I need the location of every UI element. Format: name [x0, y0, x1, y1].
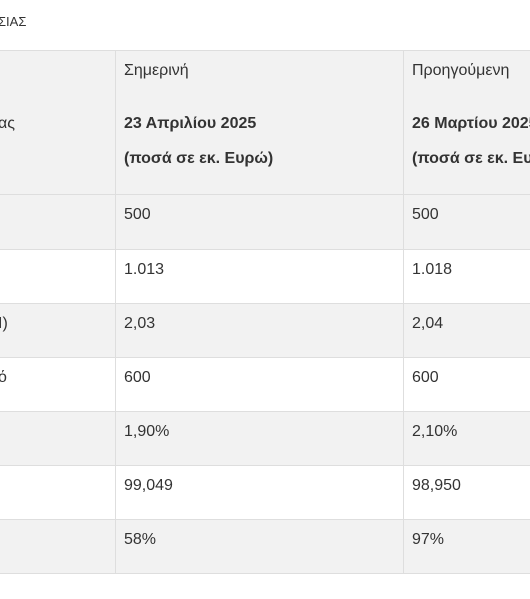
- row-current-value: 58%: [115, 520, 403, 573]
- row-label: [0, 412, 115, 465]
- row-previous-value: 600: [403, 358, 530, 411]
- previous-date-cell: 26 Μαρτίου 2025 (ποσά σε εκ. Ευρώ): [403, 104, 530, 194]
- table-header-row: Σημερινή Προηγούμενη: [0, 50, 530, 105]
- row-label: [0, 520, 115, 573]
- previous-date: 26 Μαρτίου 2025: [412, 115, 530, 132]
- row-previous-value: 97%: [403, 520, 530, 573]
- table-row: 99,049 98,950: [0, 466, 530, 520]
- header-current: Σημερινή: [115, 51, 403, 104]
- row-current-value: 1.013: [115, 250, 403, 303]
- table-row: Ι) 2,03 2,04: [0, 304, 530, 358]
- row-label: Ι): [0, 315, 8, 332]
- previous-unit: (ποσά σε εκ. Ευρώ): [412, 150, 530, 167]
- row-current-value: 2,03: [115, 304, 403, 357]
- row-previous-value: 98,950: [403, 466, 530, 519]
- header-previous: Προηγούμενη: [403, 51, 530, 104]
- row-previous-value: 500: [403, 195, 530, 249]
- date-row: ας 23 Απριλίου 2025 (ποσά σε εκ. Ευρώ) 2…: [0, 104, 530, 195]
- header-label-cell: [0, 51, 115, 104]
- row-label: ό: [0, 369, 7, 386]
- row-label: [0, 250, 115, 303]
- table-row: 58% 97%: [0, 520, 530, 574]
- section-title: ΣΙΑΣ: [0, 14, 27, 29]
- date-row-label: ας: [0, 115, 15, 132]
- row-label: [0, 466, 115, 519]
- row-label: [0, 195, 115, 249]
- table-row: ό 600 600: [0, 358, 530, 412]
- row-current-value: 600: [115, 358, 403, 411]
- current-unit: (ποσά σε εκ. Ευρώ): [124, 150, 274, 167]
- row-previous-value: 2,10%: [403, 412, 530, 465]
- row-current-value: 99,049: [115, 466, 403, 519]
- row-previous-value: 2,04: [403, 304, 530, 357]
- current-date: 23 Απριλίου 2025: [124, 115, 257, 132]
- table-row: 1.013 1.018: [0, 250, 530, 304]
- row-previous-value: 1.018: [403, 250, 530, 303]
- current-date-cell: 23 Απριλίου 2025 (ποσά σε εκ. Ευρώ): [115, 104, 403, 194]
- row-current-value: 1,90%: [115, 412, 403, 465]
- table-row: 500 500: [0, 195, 530, 250]
- row-current-value: 500: [115, 195, 403, 249]
- table-row: 1,90% 2,10%: [0, 412, 530, 466]
